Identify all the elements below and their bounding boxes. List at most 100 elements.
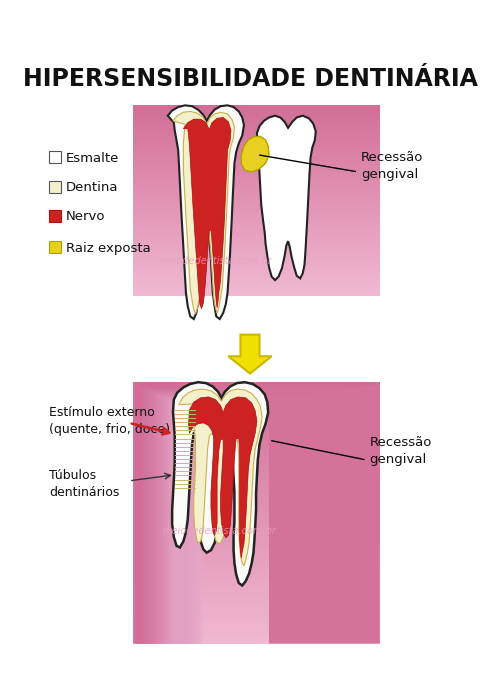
Bar [133, 171, 380, 172]
Bar [133, 540, 380, 542]
Bar [144, 388, 184, 652]
Bar [133, 526, 380, 528]
Bar [133, 197, 380, 198]
Bar [133, 552, 380, 553]
Bar [133, 415, 380, 416]
Bar [133, 409, 380, 410]
Bar [133, 645, 380, 647]
Bar [133, 590, 380, 591]
Bar [133, 537, 380, 538]
Bar [133, 553, 380, 555]
Bar [133, 151, 380, 152]
Bar [133, 433, 380, 434]
Bar [133, 175, 380, 177]
Bar [50, 241, 62, 253]
Bar [133, 466, 380, 467]
Bar [133, 505, 380, 506]
Bar [133, 224, 380, 225]
Polygon shape [179, 389, 262, 566]
Bar [133, 388, 380, 389]
Bar [133, 482, 380, 484]
Bar [133, 595, 380, 596]
Bar [133, 127, 380, 128]
Bar [139, 386, 180, 650]
Bar [133, 226, 380, 228]
Bar [133, 220, 380, 221]
Bar [152, 392, 190, 656]
Bar [133, 446, 380, 447]
Bar [133, 584, 380, 586]
Bar [133, 404, 380, 405]
Bar [133, 112, 380, 113]
Bar [133, 540, 380, 541]
Bar [133, 558, 380, 559]
Bar [133, 615, 380, 616]
Bar [138, 386, 180, 650]
Bar [133, 263, 380, 264]
Bar [133, 613, 380, 614]
Bar [133, 400, 380, 402]
Polygon shape [173, 111, 234, 314]
Bar [162, 396, 196, 660]
Bar [133, 119, 380, 120]
Bar [133, 441, 380, 442]
Bar [133, 188, 380, 189]
Bar [133, 139, 380, 140]
Bar [133, 535, 380, 536]
Bar [133, 474, 380, 475]
Polygon shape [168, 106, 244, 319]
Bar [133, 230, 380, 232]
Bar [172, 400, 202, 664]
Bar [144, 388, 184, 653]
Bar [133, 463, 380, 464]
Bar [136, 385, 178, 649]
Bar [133, 408, 380, 409]
Bar [142, 387, 182, 651]
Bar [133, 282, 380, 283]
Text: Raiz exposta: Raiz exposta [66, 241, 150, 255]
Bar [133, 502, 380, 504]
Bar [133, 533, 380, 535]
Bar [133, 284, 380, 286]
Bar [133, 457, 380, 458]
Bar [133, 161, 380, 163]
Bar [133, 569, 380, 570]
Bar [133, 427, 380, 428]
Bar [133, 158, 380, 159]
Polygon shape [184, 117, 231, 308]
Bar [133, 206, 380, 208]
Bar [133, 464, 380, 465]
Bar [133, 233, 380, 235]
Bar [133, 190, 380, 191]
Bar [133, 123, 380, 124]
Bar [133, 633, 380, 634]
Bar [133, 632, 380, 633]
Bar [133, 143, 380, 144]
Bar [133, 248, 380, 249]
Bar [133, 384, 176, 648]
Bar [133, 529, 380, 530]
Bar [133, 411, 380, 412]
Bar [133, 426, 380, 427]
Bar [133, 294, 380, 295]
Bar [133, 495, 380, 497]
Bar [138, 386, 179, 649]
Bar [172, 401, 203, 664]
Bar [133, 295, 380, 296]
Bar [133, 614, 380, 615]
Bar [133, 477, 380, 478]
Bar [146, 389, 186, 653]
Bar [133, 593, 380, 594]
FancyArrow shape [228, 335, 272, 373]
Bar [133, 504, 380, 505]
Bar [133, 586, 380, 587]
Bar [133, 126, 380, 127]
Bar [133, 602, 380, 603]
Bar [133, 444, 380, 446]
Bar [133, 638, 380, 639]
Bar [133, 182, 380, 184]
Bar [133, 472, 380, 473]
Bar [133, 213, 380, 214]
Bar [133, 405, 380, 406]
Bar [133, 266, 380, 267]
